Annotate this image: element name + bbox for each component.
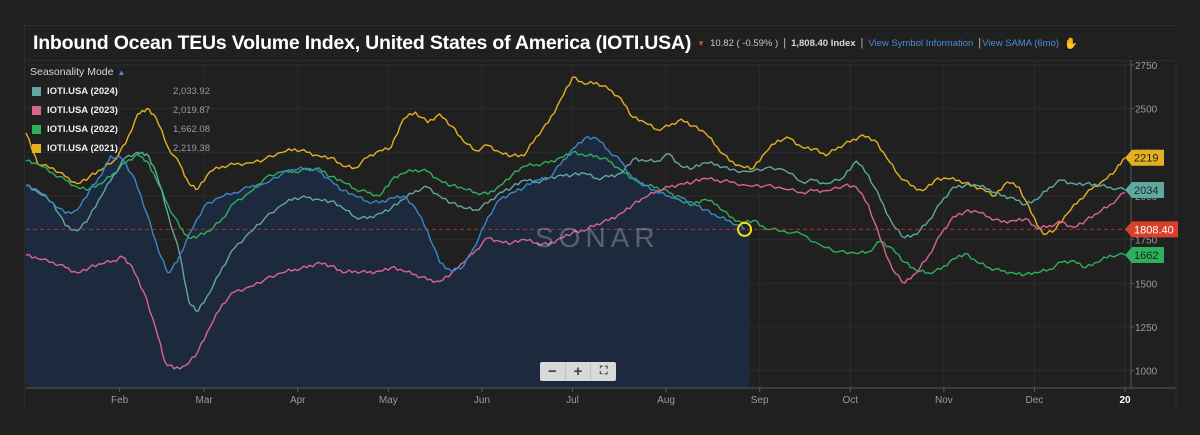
series-line-iotiusa2021 <box>25 76 1126 236</box>
legend-swatch <box>32 106 41 115</box>
y-tick-label: 1250 <box>1135 323 1158 334</box>
price-tag-label: 1662 <box>1134 250 1158 262</box>
legend-title: Seasonality Mode <box>30 66 114 78</box>
x-tick-label: Jul <box>566 395 579 406</box>
legend-item[interactable]: IOTI.USA (2021) 2,219.38 <box>30 139 210 158</box>
current-value-marker <box>737 221 753 237</box>
price-tag-label: 1808.40 <box>1134 224 1174 236</box>
price-tag <box>1125 246 1164 263</box>
seasonality-mode-toggle[interactable]: Seasonality Mode ▲ <box>30 66 210 78</box>
legend-label: IOTI.USA (2024) <box>47 86 118 97</box>
price-tag-label: 2034 <box>1134 185 1158 197</box>
x-tick-label: May <box>379 395 398 406</box>
legend-item[interactable]: IOTI.USA (2022) 1,662.08 <box>30 120 210 139</box>
chevron-up-icon[interactable]: ▲ <box>117 67 126 77</box>
x-tick-label: Feb <box>111 395 129 406</box>
legend: Seasonality Mode ▲ IOTI.USA (2024) 2,033… <box>30 66 210 158</box>
view-symbol-info-link[interactable]: View Symbol Information <box>868 37 974 49</box>
zoom-out-button[interactable]: − <box>540 362 566 381</box>
x-tick-label: Dec <box>1026 395 1044 406</box>
y-tick-label: 2500 <box>1135 105 1158 116</box>
fullscreen-icon: ⛶ <box>599 365 608 377</box>
y-tick-label: 1500 <box>1135 279 1158 290</box>
separator: | <box>783 37 787 49</box>
legend-value: 2,033.92 <box>173 86 210 97</box>
legend-item[interactable]: IOTI.USA (2023) 2,019.87 <box>30 101 210 120</box>
last-value: 1,808.40 Index <box>791 37 856 49</box>
series-line-iotiusa2023 <box>25 176 1126 370</box>
x-tick-label: Oct <box>842 395 858 406</box>
legend-label: IOTI.USA (2023) <box>47 105 118 116</box>
legend-label: IOTI.USA (2021) <box>47 143 118 154</box>
chart-hand-icon[interactable]: ✋ <box>1064 37 1078 50</box>
chart-header: Inbound Ocean TEUs Volume Index, United … <box>25 26 1177 61</box>
price-tag <box>1125 221 1178 238</box>
quote-meta: ▼ 10.82 ( -0.59% ) | 1,808.40 Index | Vi… <box>697 37 1078 50</box>
change-value: 10.82 ( -0.59% ) <box>710 37 779 49</box>
zoom-in-button[interactable]: + <box>566 362 592 381</box>
chart-panel: Inbound Ocean TEUs Volume Index, United … <box>24 25 1177 410</box>
x-tick-label: Aug <box>657 395 675 406</box>
sonar-watermark: SONAR <box>535 222 660 253</box>
view-sama-link[interactable]: View SAMA (6mo) <box>982 37 1060 49</box>
price-tag <box>1125 149 1164 166</box>
x-tick-label: Apr <box>290 395 306 406</box>
series-line-iotiusa2025 <box>25 135 746 274</box>
chart-title: Inbound Ocean TEUs Volume Index, United … <box>33 31 692 54</box>
arrow-down-icon: ▼ <box>697 38 706 48</box>
y-tick-label: 2750 <box>1135 61 1158 72</box>
fullscreen-button[interactable]: ⛶ <box>591 362 616 381</box>
series-area-fill <box>26 138 750 388</box>
separator: | <box>978 37 982 49</box>
series-line-iotiusa2022 <box>25 150 1126 277</box>
legend-value: 1,662.08 <box>173 124 210 135</box>
zoom-controls: − + ⛶ <box>540 362 616 381</box>
legend-swatch <box>32 144 41 153</box>
legend-item[interactable]: IOTI.USA (2024) 2,033.92 <box>30 82 210 101</box>
price-tag-label: 2219 <box>1134 153 1158 165</box>
x-tick-label: Mar <box>196 395 214 406</box>
legend-value: 2,019.87 <box>173 105 210 116</box>
series-line-iotiusa2024 <box>25 151 1126 312</box>
legend-swatch <box>32 87 41 96</box>
x-tick-label: Jun <box>474 395 490 406</box>
x-tick-label: Nov <box>935 395 953 406</box>
y-tick-label: 1000 <box>1135 367 1158 378</box>
legend-value: 2,219.38 <box>173 143 210 154</box>
legend-swatch <box>32 125 41 134</box>
x-tick-label: Sep <box>751 395 769 406</box>
x-tick-label: 20 <box>1119 395 1131 406</box>
y-tick-label: 1750 <box>1135 236 1158 247</box>
separator: | <box>860 37 864 49</box>
legend-label: IOTI.USA (2022) <box>47 124 118 135</box>
price-tag <box>1125 182 1164 199</box>
